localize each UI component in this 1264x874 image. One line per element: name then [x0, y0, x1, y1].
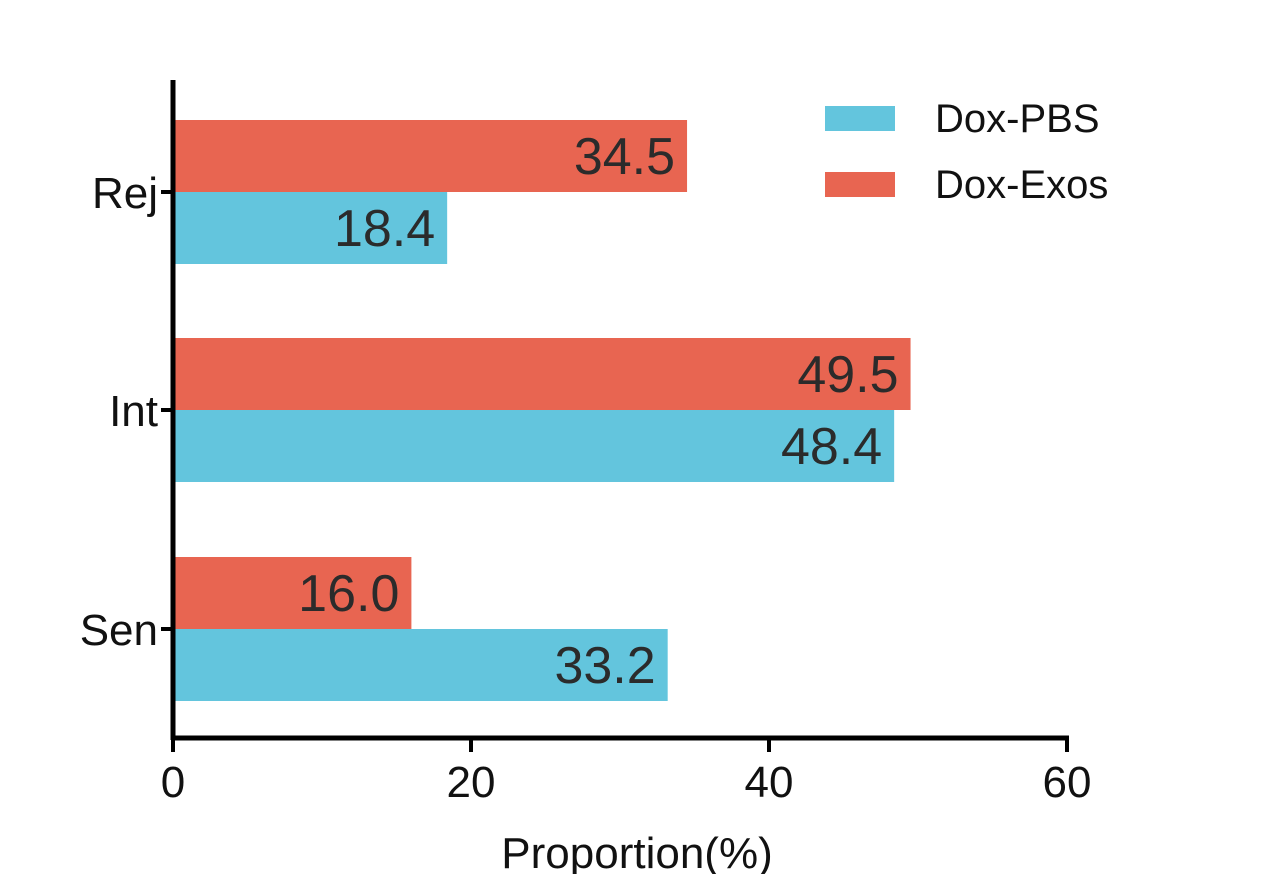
x-tick-label-0: 0 — [161, 758, 185, 807]
bar-sen-dox-pbs — [173, 629, 668, 701]
bars-layer — [173, 120, 911, 701]
x-tick-label-60: 60 — [1043, 758, 1092, 807]
ticks-layer: Rej Int Sen 0 20 40 60 — [80, 169, 1092, 807]
bar-rej-dox-exos — [173, 120, 688, 192]
data-label-int-dox-exos: 49.5 — [797, 346, 898, 404]
y-tick-label-rej: Rej — [92, 169, 158, 218]
legend-label-dox-pbs: Dox-PBS — [935, 97, 1100, 141]
bar-int-dox-pbs — [173, 410, 895, 482]
legend-swatch-dox-pbs — [825, 106, 895, 131]
x-tick-label-40: 40 — [745, 758, 794, 807]
data-label-int-dox-pbs: 48.4 — [781, 418, 882, 476]
legend-swatch-dox-exos — [825, 172, 895, 197]
legend-label-dox-exos: Dox-Exos — [935, 163, 1108, 207]
data-label-rej-dox-exos: 34.5 — [574, 128, 675, 186]
y-tick-label-int: Int — [109, 387, 158, 436]
bar-sen-dox-exos — [173, 557, 412, 629]
data-label-sen-dox-pbs: 33.2 — [554, 637, 655, 695]
data-label-sen-dox-exos: 16.0 — [298, 565, 399, 623]
data-labels-layer: 34.5 18.4 49.5 48.4 16.0 33.2 — [298, 128, 898, 695]
y-tick-label-sen: Sen — [80, 606, 158, 655]
x-tick-label-20: 20 — [447, 758, 496, 807]
legend: Dox-PBS Dox-Exos — [825, 97, 1108, 207]
bar-int-dox-exos — [173, 338, 911, 410]
data-label-rej-dox-pbs: 18.4 — [334, 200, 435, 258]
x-axis-title: Proportion(%) — [501, 829, 772, 874]
bar-rej-dox-pbs — [173, 192, 448, 264]
